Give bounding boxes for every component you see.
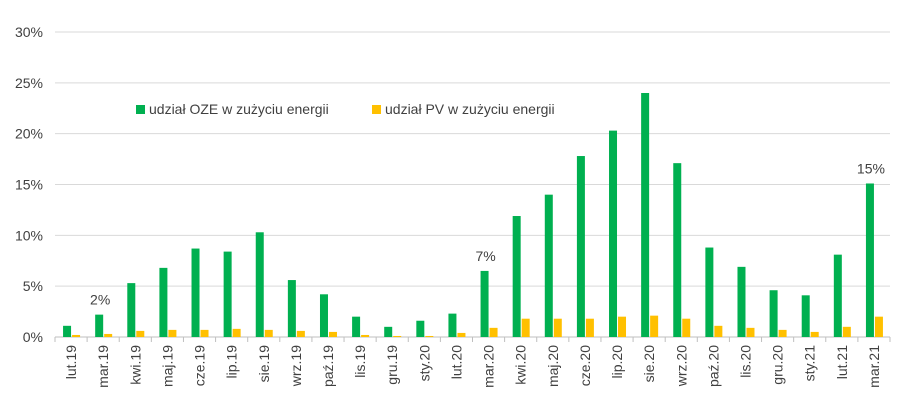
y-tick-label: 0% [23,329,43,345]
bar-oze [352,316,361,337]
x-tick-label: cze.19 [192,345,208,386]
bar-pv [72,334,81,337]
bar-pv [810,331,819,337]
x-tick-label: wrz.20 [673,345,689,387]
bar-oze [609,130,618,337]
bar-oze [384,326,393,337]
bar-oze [159,267,168,337]
bar-oze [416,320,425,337]
x-tick-label: paź.20 [705,345,721,387]
x-tick-label: sty.20 [416,345,432,382]
bar-pv [618,316,627,337]
bar-oze [769,290,778,337]
x-tick-label: wrz.19 [288,345,304,387]
y-tick-label: 5% [23,278,43,294]
bar-pv [393,335,402,337]
legend-swatch [372,105,381,114]
x-tick-label: mar.19 [95,345,111,388]
bar-pv [136,330,145,337]
bar-pv [425,335,434,337]
x-tick-label: gru.19 [384,345,400,385]
data-label: 7% [475,248,495,264]
bar-oze [801,295,810,337]
bar-pv [778,329,787,337]
data-label: 2% [90,292,110,308]
x-tick-label: maj.20 [545,345,561,387]
x-tick-label: mar.20 [481,345,497,388]
x-tick-label: cze.20 [577,345,593,386]
x-tick-label: sty.21 [802,345,818,382]
x-tick-label: lip.20 [609,345,625,379]
bar-pv [521,318,530,337]
legend-label: udział OZE w zużyciu energii [149,101,329,117]
x-tick-label: lut.20 [448,345,464,379]
x-tick-label: kwi.19 [127,345,143,385]
x-tick-label: sie.19 [256,345,272,383]
bar-oze [255,232,264,337]
bar-pv [104,333,113,337]
bar-oze [480,270,489,337]
bar-pv [714,325,723,337]
bar-pv [682,318,691,337]
bar-oze [737,266,746,337]
legend-label: udział PV w zużyciu energii [385,101,555,117]
x-tick-label: lis.19 [352,345,368,378]
legend-swatch [136,105,145,114]
x-tick-label: lis.20 [737,345,753,378]
x-tick-label: gru.20 [770,345,786,385]
x-tick-label: sie.20 [641,345,657,383]
bar-pv [232,328,241,337]
x-tick-label: mar.21 [866,345,882,388]
bar-pv [200,329,209,337]
x-tick-label: lut.19 [63,345,79,379]
y-tick-label: 25% [15,75,43,91]
bar-oze [833,254,842,337]
bar-pv [328,331,337,337]
bar-pv [842,326,851,337]
bar-pv [650,315,659,337]
bar-oze [865,183,874,337]
bar-oze [191,248,200,337]
x-tick-label: lut.21 [834,345,850,379]
y-tick-label: 20% [15,126,43,142]
x-tick-label: maj.19 [159,345,175,387]
bar-oze [319,294,328,337]
bar-oze [544,194,553,337]
bar-pv [296,330,305,337]
bar-oze [576,156,585,337]
x-tick-label: paź.19 [320,345,336,387]
bar-pv [264,329,273,337]
y-tick-label: 10% [15,227,43,243]
bar-oze [223,251,232,337]
bar-oze [673,163,682,337]
bar-pv [874,316,883,337]
bar-oze [287,280,296,337]
bar-pv [168,329,177,337]
bar-pv [585,318,594,337]
bar-oze [512,216,521,337]
bar-pv [746,327,755,337]
y-tick-label: 30% [15,24,43,40]
bar-oze [63,325,72,337]
bar-oze [448,313,457,337]
y-tick-label: 15% [15,177,43,193]
x-tick-label: lip.19 [224,345,240,379]
data-label: 15% [857,160,885,176]
bar-oze [641,93,650,337]
bar-oze [705,247,714,337]
bar-pv [361,334,370,337]
x-tick-label: kwi.20 [513,345,529,385]
bar-pv [489,327,498,337]
bar-oze [127,283,136,337]
bar-pv [457,332,466,337]
bar-oze [95,314,104,337]
bar-pv [553,318,562,337]
